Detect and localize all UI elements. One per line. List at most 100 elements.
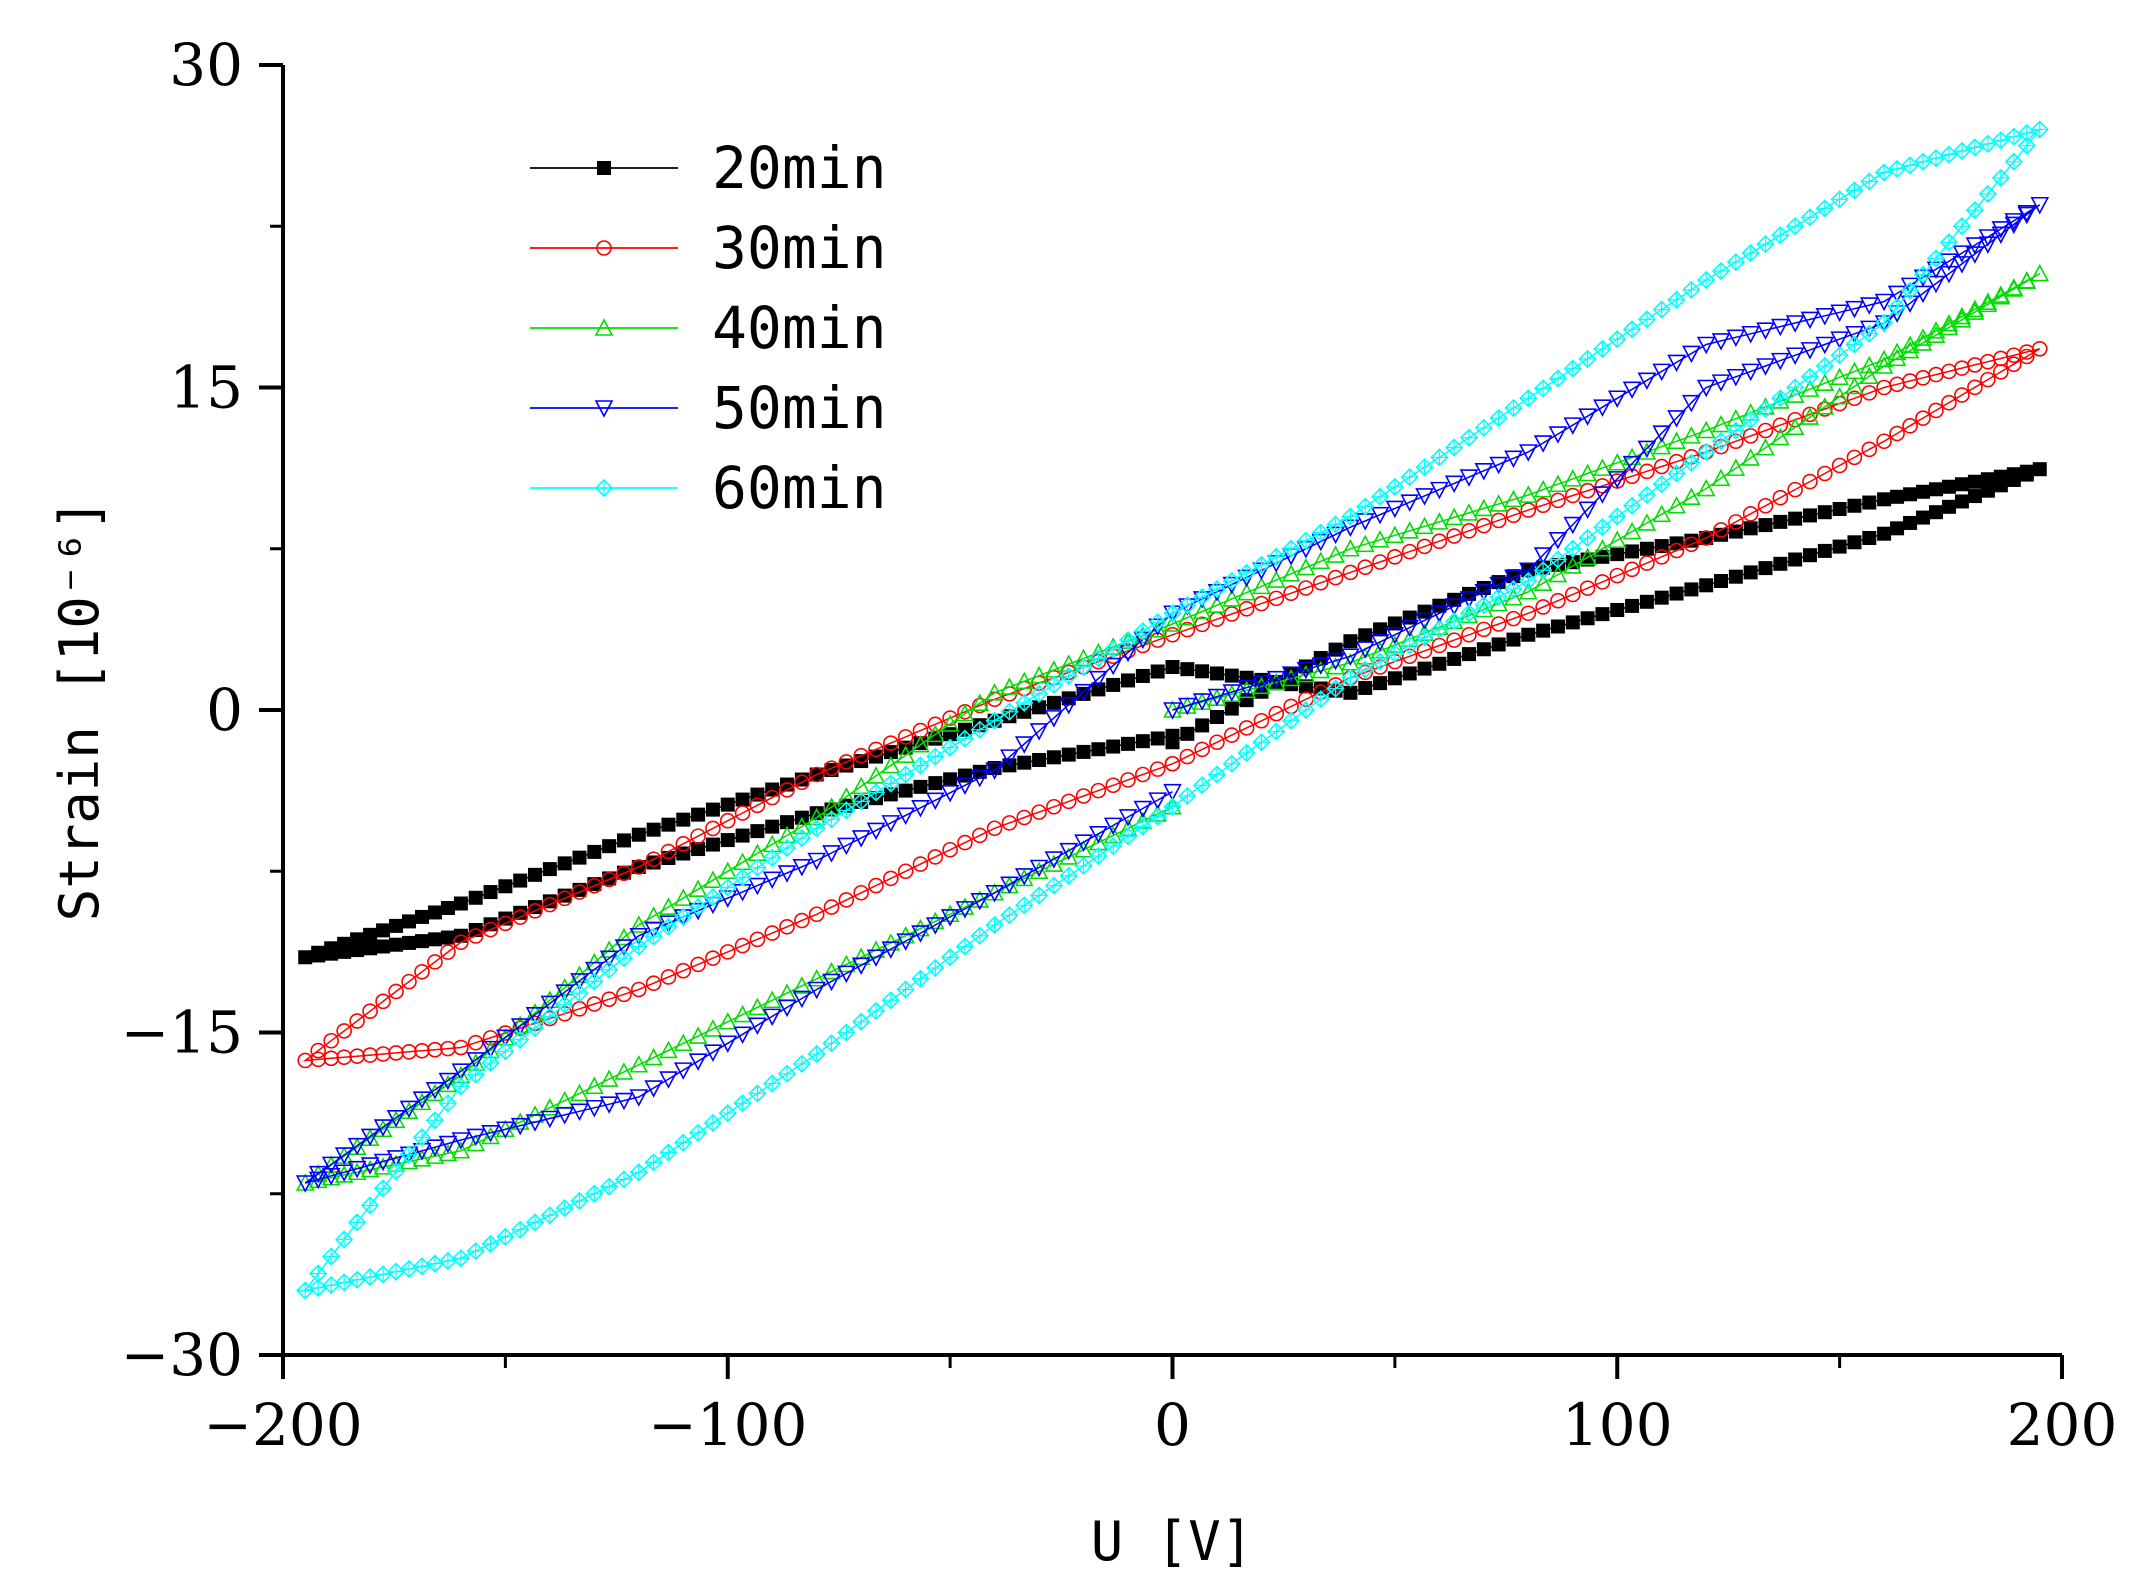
data-point-60min-221 [881, 991, 900, 1010]
data-point-60min-213 [763, 1074, 782, 1093]
data-point-60min-83 [1711, 261, 1731, 281]
data-point-30min-176 [349, 1013, 365, 1029]
data-point-40min-98 [1489, 494, 1508, 512]
data-point-60min-8 [1281, 711, 1301, 730]
data-point-60min-123 [1118, 630, 1138, 650]
data-point-40min-157 [614, 927, 634, 946]
data-point-50min-7 [1266, 670, 1286, 689]
data-point-20min-221 [883, 787, 898, 802]
data-point-50min-54 [1952, 256, 1972, 274]
data-point-60min-229 [1000, 906, 1019, 925]
data-point-20min-117 [1209, 666, 1224, 681]
data-point-20min-71 [1890, 521, 1905, 536]
data-point-60min-220 [866, 1001, 886, 1021]
data-point-30min-50 [1902, 418, 1918, 434]
data-point-50min-146 [777, 865, 797, 883]
data-point-50min-211 [733, 1026, 752, 1044]
data-point-50min-19 [1444, 598, 1464, 616]
data-point-60min-63 [1991, 131, 2010, 150]
data-point-30min-209 [705, 950, 721, 966]
data-point-20min-40 [1758, 518, 1773, 533]
data-point-30min-190 [427, 1041, 443, 1058]
data-point-60min-111 [1296, 531, 1316, 550]
data-point-30min-228 [986, 820, 1003, 837]
data-point-40min-22 [1489, 593, 1508, 612]
data-point-30min-172 [401, 973, 417, 990]
data-point-50min-220 [866, 949, 886, 967]
data-point-30min-218 [838, 892, 855, 908]
data-point-20min-202 [602, 871, 617, 886]
data-point-50min-27 [1563, 516, 1583, 535]
data-point-60min-117 [1207, 579, 1227, 599]
series-line-20min [304, 468, 2041, 959]
legend-marker [597, 161, 611, 175]
data-point-60min-68 [1926, 149, 1946, 168]
data-point-30min-97 [1505, 507, 1522, 524]
data-point-20min-66 [1954, 494, 1969, 509]
data-point-60min-216 [807, 1044, 826, 1064]
data-point-30min-207 [675, 962, 692, 979]
data-point-60min-167 [466, 1065, 485, 1084]
data-point-60min-16 [1400, 636, 1419, 655]
data-point-50min-136 [925, 792, 945, 810]
data-point-30min-141 [853, 747, 869, 764]
data-point-40min-219 [851, 947, 871, 966]
data-point-50min-40 [1756, 358, 1775, 376]
legend-item-60min: 60min [530, 454, 887, 522]
data-point-30min-229 [1001, 815, 1018, 831]
data-point-60min-106 [1370, 487, 1390, 506]
data-point-60min-28 [1578, 528, 1597, 548]
data-point-40min-83 [1711, 414, 1731, 433]
data-point-20min-197 [528, 900, 543, 915]
data-point-20min-94 [1550, 619, 1565, 634]
legend-marker [596, 240, 612, 256]
data-point-60min-85 [1682, 280, 1701, 299]
data-point-50min-77 [1800, 311, 1820, 330]
data-point-20min-208 [691, 842, 706, 857]
data-point-30min-152 [690, 828, 706, 844]
data-point-50min-203 [614, 1092, 634, 1111]
data-point-50min-14 [1370, 634, 1390, 652]
data-point-30min-159 [586, 877, 603, 894]
data-point-20min-53 [1941, 479, 1956, 494]
data-point-20min-63 [1993, 478, 2008, 493]
data-point-30min-92 [1579, 482, 1596, 499]
data-point-50min-30 [1607, 471, 1627, 489]
data-point-40min-75 [1830, 367, 1849, 386]
data-point-60min-135 [940, 738, 960, 757]
data-point-40min-71 [1887, 342, 1907, 361]
data-point-50min-57 [1991, 226, 2011, 245]
data-point-40min-99 [1474, 498, 1494, 517]
data-point-30min-36 [1698, 530, 1714, 546]
series-20min [298, 462, 2047, 965]
data-point-60min-34 [1667, 464, 1686, 483]
data-point-20min-136 [928, 731, 943, 746]
data-point-40min-90 [1607, 453, 1627, 471]
data-point-40min-134 [955, 703, 975, 722]
data-point-50min-237 [1118, 809, 1138, 827]
data-point-50min-167 [466, 1052, 486, 1070]
data-point-20min-96 [1521, 627, 1536, 642]
data-point-60min-231 [1029, 886, 1049, 905]
data-point-50min-176 [347, 1137, 367, 1156]
data-point-60min-88 [1637, 310, 1657, 329]
data-point-40min-37 [1711, 468, 1731, 487]
data-point-20min-93 [1565, 615, 1580, 630]
data-point-50min-94 [1548, 426, 1568, 444]
data-point-60min-153 [674, 907, 693, 927]
data-point-20min-81 [1743, 565, 1758, 580]
data-point-50min-42 [1785, 347, 1805, 365]
data-point-60min-195 [496, 1227, 515, 1246]
data-point-50min-96 [1518, 444, 1538, 462]
data-point-50min-184 [347, 1160, 367, 1179]
data-point-60min-97 [1504, 398, 1523, 418]
data-point-60min-214 [777, 1064, 797, 1083]
data-point-60min-42 [1786, 378, 1805, 397]
data-point-50min-236 [1103, 817, 1123, 836]
data-point-50min-161 [555, 984, 575, 1002]
legend-label: 30min [712, 214, 887, 282]
data-point-40min-100 [1459, 503, 1479, 521]
data-point-20min-83 [1714, 574, 1729, 588]
data-point-30min-145 [794, 774, 810, 791]
